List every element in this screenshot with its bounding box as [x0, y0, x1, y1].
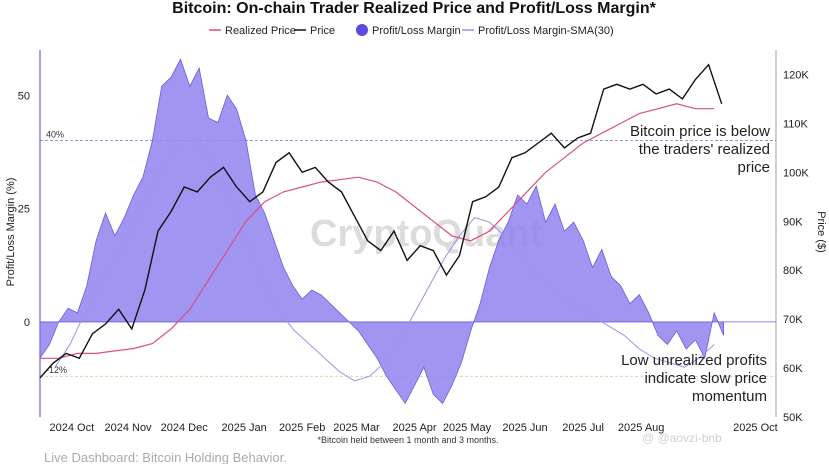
- footer-link[interactable]: Live Dashboard: Bitcoin Holding Behavior…: [44, 450, 287, 464]
- right-tick-label: 100K: [783, 167, 809, 179]
- annotation-line-5: indicate slow price: [644, 370, 767, 387]
- x-tick-label: 2025 Jan: [221, 422, 266, 434]
- annotation-line-6: momentum: [692, 388, 767, 405]
- right-axis-label: Price ($): [815, 211, 827, 253]
- series-price-line: [39, 63, 723, 379]
- right-tick-label: 90K: [783, 216, 803, 228]
- annotation-line-4: Low unrealized profits: [621, 352, 767, 369]
- left-tick-label: 0: [24, 317, 30, 329]
- left-axis-label: Profit/Loss Margin (%): [5, 178, 17, 287]
- x-tick-label: 2024 Oct: [50, 422, 95, 434]
- left-tick-label: 25: [18, 204, 30, 216]
- source-handle: @ @aovzi-bnb: [642, 431, 722, 445]
- right-tick-label: 50K: [783, 412, 803, 424]
- x-tick-label: 2025 Mar: [333, 422, 380, 434]
- series-realized-price-line: [40, 103, 715, 359]
- annotation-line-2: the traders' realized: [639, 141, 770, 158]
- legend-label: Realized Price: [225, 25, 296, 37]
- right-tick-label: 60K: [783, 363, 803, 375]
- legend-label: Profit/Loss Margin-SMA(30): [478, 25, 614, 37]
- reference-label-neg12: -12%: [46, 365, 67, 375]
- right-tick-label: 120K: [783, 69, 809, 81]
- legend: Realized Price Price Profit/Loss Margin Pro…: [209, 24, 614, 37]
- chart-title: Bitcoin: On-chain Trader Realized Price …: [172, 0, 656, 17]
- annotation-line-3: price: [737, 159, 770, 176]
- x-tick-label: 2024 Nov: [104, 422, 152, 434]
- reference-label-40: 40%: [46, 130, 64, 140]
- x-tick-label: 2025 Jul: [562, 422, 604, 434]
- x-tick-label: 2024 Dec: [161, 422, 209, 434]
- plot-area: 50 25 0 120K 110K 100K 90K 80K 70K 60K 50K 2024 Oct…: [18, 50, 809, 434]
- x-tick-label: 2025 Apr: [393, 422, 437, 434]
- footnote: *Bitcoin held between 1 month and 3 mont…: [317, 435, 498, 445]
- left-tick-label: 50: [18, 90, 30, 102]
- series-profit-loss-margin-area: [39, 58, 724, 405]
- legend-label: Profit/Loss Margin: [372, 25, 461, 37]
- x-tick-label: 2025 May: [443, 422, 492, 434]
- right-tick-label: 110K: [783, 118, 809, 130]
- series-margin-sma-line: [54, 135, 715, 382]
- right-tick-label: 70K: [783, 314, 803, 326]
- x-tick-label: 2025 Jun: [502, 422, 547, 434]
- x-tick-label: 2025 Aug: [618, 422, 665, 434]
- right-tick-label: 80K: [783, 265, 803, 277]
- legend-label: Price: [310, 25, 335, 37]
- x-tick-label: 2025 Feb: [279, 422, 325, 434]
- annotation-line-1: Bitcoin price is below: [630, 123, 770, 140]
- x-tick-label: 2025 Oct: [733, 422, 778, 434]
- legend-swatch-margin: [356, 24, 368, 36]
